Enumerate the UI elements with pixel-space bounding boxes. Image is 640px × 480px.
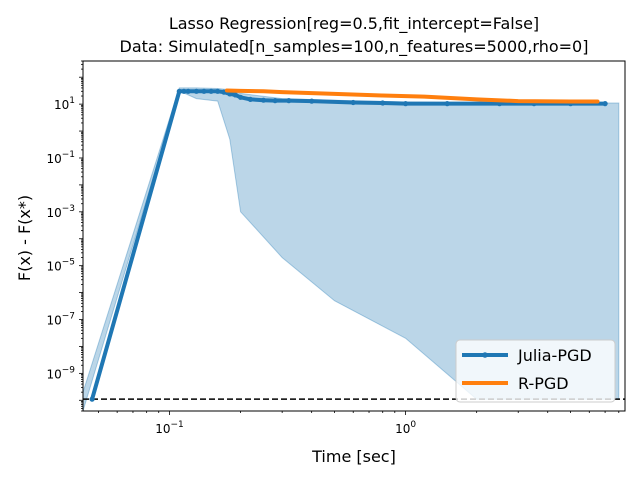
data-point-julia-pgd xyxy=(181,88,187,94)
data-point-julia-pgd xyxy=(380,100,386,106)
data-point-julia-pgd xyxy=(247,96,253,102)
data-point-julia-pgd xyxy=(176,88,182,94)
x-axis-label: Time [sec] xyxy=(311,447,396,466)
y-axis-label: F(x) - F(x*) xyxy=(15,195,34,281)
data-point-julia-pgd xyxy=(201,88,207,94)
plot-area xyxy=(82,87,625,412)
data-point-julia-pgd xyxy=(89,396,95,402)
y-tick-label: 101 xyxy=(54,96,75,112)
data-point-julia-pgd xyxy=(403,101,409,107)
y-tick-label: 10−1 xyxy=(46,150,75,166)
data-point-julia-pgd xyxy=(272,98,278,104)
data-point-julia-pgd xyxy=(260,97,267,103)
chart-title-line1: Lasso Regression[reg=0.5,fit_intercept=F… xyxy=(169,14,539,34)
data-point-julia-pgd xyxy=(350,99,356,106)
series-line-r-pgd xyxy=(224,88,600,104)
data-point-julia-pgd xyxy=(208,88,214,94)
y-tick-label: 10−3 xyxy=(46,204,75,220)
data-point-julia-pgd xyxy=(309,98,315,104)
data-point-julia-pgd xyxy=(185,88,191,94)
data-point-julia-pgd xyxy=(193,88,199,94)
y-tick-label: 10−9 xyxy=(46,365,75,381)
axes-frame xyxy=(82,60,626,412)
x-tick-label: 100 xyxy=(395,420,416,436)
legend-label-r-pgd: R-PGD xyxy=(518,374,569,393)
data-point-julia-pgd xyxy=(238,94,244,100)
axes: 10−1 100 101 10−1 10−3 10−5 10−7 10−9 xyxy=(46,60,626,436)
y-tick-label: 10−7 xyxy=(46,312,75,328)
legend-marker-julia-pgd xyxy=(482,352,488,358)
data-point-julia-pgd xyxy=(602,101,608,107)
data-point-julia-pgd xyxy=(215,88,221,94)
data-point-julia-pgd xyxy=(286,98,292,104)
legend: Julia-PGD R-PGD xyxy=(455,339,616,403)
legend-label-julia-pgd: Julia-PGD xyxy=(517,346,592,365)
data-point-julia-pgd xyxy=(232,92,238,98)
y-tick-label: 10−5 xyxy=(46,258,75,274)
data-point-julia-pgd xyxy=(444,101,450,107)
chart-title-line2: Data: Simulated[n_samples=100,n_features… xyxy=(120,37,589,57)
x-tick-label: 10−1 xyxy=(155,420,184,436)
